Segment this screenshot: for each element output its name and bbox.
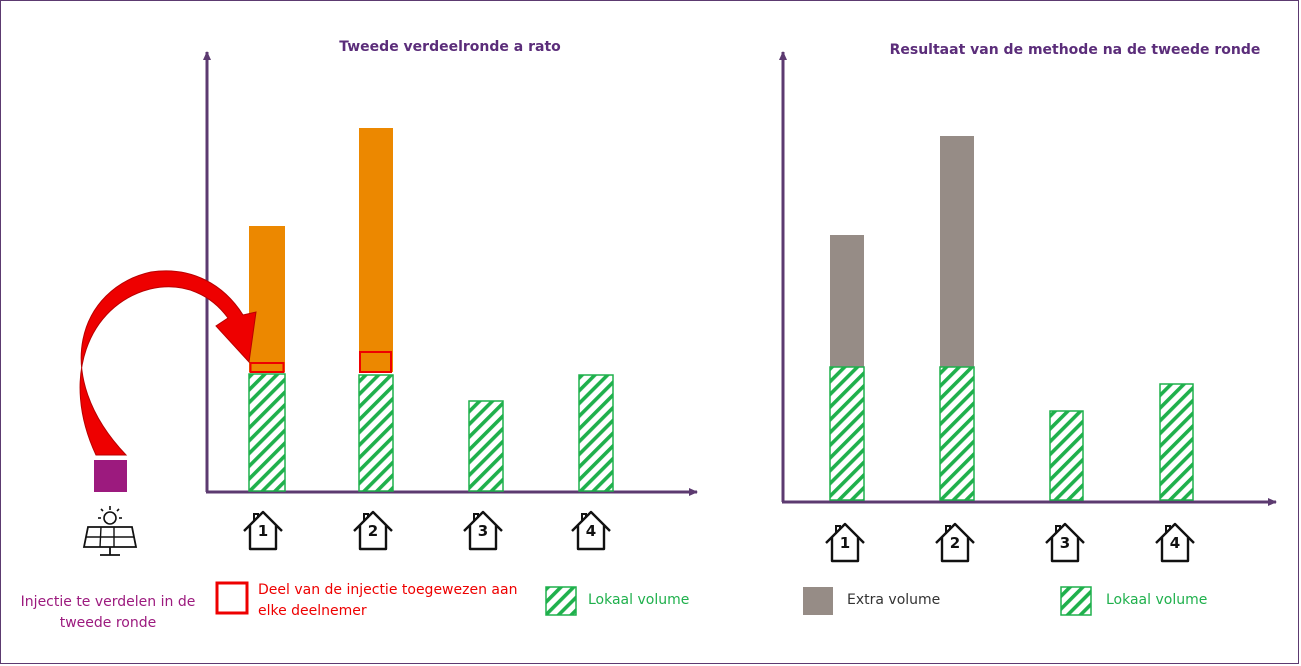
- injection-legend-label: Injectie te verdelen in de tweede ronde: [20, 594, 196, 631]
- left-bar-1-share: [249, 362, 285, 373]
- right-bar-4-local: [1159, 383, 1194, 501]
- right-house-1-label: 1: [840, 534, 850, 552]
- left-house-3-label: 3: [478, 522, 488, 540]
- left-chart-title: Tweede verdeelronde a rato: [339, 39, 561, 55]
- left-house-1-icon: 1: [242, 510, 284, 551]
- right-bar-2-extra: [940, 136, 974, 367]
- right-chart-title: Resultaat van de methode na de tweede ro…: [889, 42, 1261, 58]
- right-house-2-label: 2: [950, 534, 960, 552]
- left-house-1-label: 1: [258, 522, 268, 540]
- left-bar-4-local: [578, 374, 614, 492]
- right-bar-2-local: [939, 366, 975, 501]
- left-bar-2-local: [358, 374, 394, 492]
- left-house-4-label: 4: [586, 522, 596, 540]
- right-house-3-label: 3: [1060, 534, 1070, 552]
- left-bar-2-orange: [359, 128, 393, 372]
- legend-local-swatch-left: [545, 586, 577, 616]
- right-bar-3-local: [1049, 410, 1084, 501]
- extra-volume-legend-label: Extra volume: [847, 592, 941, 608]
- local-volume-legend-label-right: Lokaal volume: [1106, 592, 1208, 608]
- left-bar-3-local: [468, 400, 504, 492]
- left-house-2-icon: 2: [352, 510, 394, 551]
- right-house-4-label: 4: [1170, 534, 1180, 552]
- right-house-4-icon: 4: [1154, 522, 1196, 563]
- left-bar-2-share: [359, 351, 392, 373]
- left-house-3-icon: 3: [462, 510, 504, 551]
- left-house-2-label: 2: [368, 522, 378, 540]
- legend-extra-swatch: [803, 587, 833, 615]
- local-volume-legend-label-left: Lokaal volume: [588, 592, 690, 608]
- share-legend-label: Deel van de injectie toegewezen aan elke…: [258, 582, 518, 619]
- distribution-arrow: [79, 270, 257, 456]
- left-bar-1-orange: [249, 226, 285, 372]
- right-house-3-icon: 3: [1044, 522, 1086, 563]
- left-house-4-icon: 4: [570, 510, 612, 551]
- right-bar-1-local: [829, 366, 865, 501]
- left-bar-1-local: [248, 373, 286, 492]
- legend-local-swatch-right: [1060, 586, 1092, 616]
- right-bar-1-extra: [830, 235, 864, 367]
- legend-share-swatch: [215, 581, 249, 615]
- right-house-1-icon: 1: [824, 522, 866, 563]
- injection-square: [94, 460, 127, 492]
- right-house-2-icon: 2: [934, 522, 976, 563]
- solar-panel-icon: [82, 506, 138, 556]
